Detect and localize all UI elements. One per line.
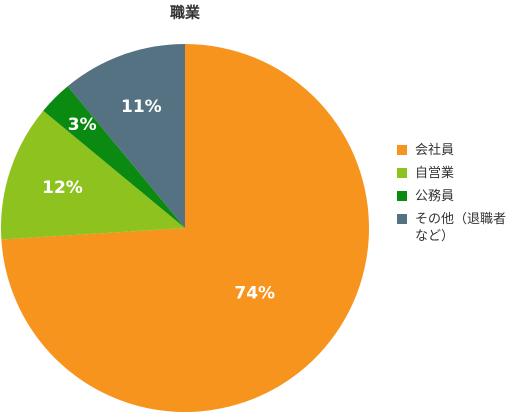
legend-swatch	[397, 214, 407, 224]
legend-label: 自営業	[415, 166, 455, 181]
pie-slice	[0, 110, 185, 240]
data-label: 11%	[121, 97, 162, 117]
pie-slice	[43, 86, 186, 229]
legend-item: 会社員	[397, 142, 507, 159]
pie-slice	[1, 44, 370, 412]
legend-swatch	[397, 191, 407, 201]
legend-swatch	[397, 145, 407, 155]
legend-item: その他（退職者など）	[397, 211, 507, 245]
legend-item: 公務員	[397, 188, 507, 205]
legend-item: 自営業	[397, 165, 507, 182]
data-label: 3%	[68, 115, 97, 135]
chart-title: 職業	[170, 4, 201, 22]
legend-label: 会社員	[415, 143, 455, 158]
pie-slice	[67, 44, 185, 228]
data-label: 74%	[234, 283, 275, 303]
legend: 会社員自営業公務員その他（退職者など）	[397, 142, 507, 251]
legend-label: 公務員	[415, 189, 455, 204]
legend-swatch	[397, 168, 407, 178]
data-label: 12%	[42, 178, 83, 198]
legend-label: その他（退職者など）	[415, 212, 507, 244]
